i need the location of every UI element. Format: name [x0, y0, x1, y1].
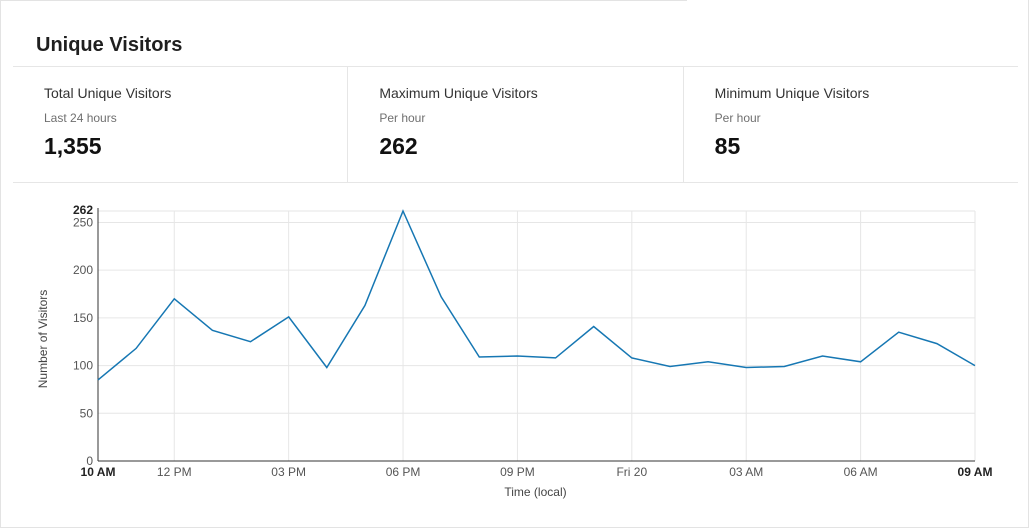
stat-label: Total Unique Visitors — [44, 85, 172, 101]
x-tick-label: Fri 20 — [616, 465, 647, 479]
stats-row: Total Unique Visitors Last 24 hours 1,35… — [13, 66, 1018, 183]
x-tick-label: 06 AM — [844, 465, 878, 479]
y-tick-label: 200 — [73, 263, 93, 277]
stat-total: Total Unique Visitors Last 24 hours 1,35… — [13, 67, 347, 182]
chart-series — [97, 209, 976, 381]
x-tick-label: 03 PM — [271, 465, 306, 479]
stat-maximum: Maximum Unique Visitors Per hour 262 — [347, 67, 682, 182]
x-tick-label: 06 PM — [386, 465, 421, 479]
stat-label: Minimum Unique Visitors — [714, 85, 870, 101]
x-axis-title: Time (local) — [504, 485, 566, 499]
stat-minimum: Minimum Unique Visitors Per hour 85 — [682, 67, 1018, 182]
y-tick-label: 262 — [73, 203, 93, 217]
stat-value: 1,355 — [44, 133, 102, 159]
stat-sublabel: Per hour — [714, 111, 761, 125]
y-tick-label: 0 — [86, 454, 93, 468]
y-tick-label: 50 — [80, 406, 94, 420]
x-tick-label: 09 AM — [958, 465, 993, 479]
stat-value: 262 — [379, 133, 418, 159]
stat-label: Maximum Unique Visitors — [379, 85, 538, 101]
card-top-border — [1, 0, 687, 1]
stat-sublabel: Per hour — [379, 111, 426, 125]
x-tick-label: 03 AM — [729, 465, 763, 479]
y-tick-label: 250 — [73, 215, 93, 229]
card-title: Unique Visitors — [36, 34, 183, 56]
x-tick-label: 12 PM — [157, 465, 192, 479]
chart-axes — [97, 208, 975, 462]
x-tick-label: 10 AM — [81, 465, 116, 479]
chart-grid — [98, 210, 976, 461]
stat-sublabel: Last 24 hours — [44, 111, 117, 125]
x-tick-label: 09 PM — [500, 465, 535, 479]
y-tick-label: 150 — [73, 311, 93, 325]
y-tick-label: 100 — [73, 359, 93, 373]
series-line — [97, 209, 976, 381]
stat-value: 85 — [714, 133, 741, 159]
y-axis-title: Number of Visitors — [36, 290, 50, 388]
